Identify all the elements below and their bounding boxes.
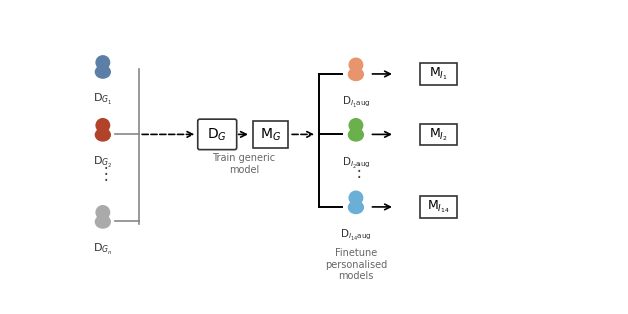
Ellipse shape <box>95 216 111 228</box>
Text: $\mathrm{D}_{G_2}$: $\mathrm{D}_{G_2}$ <box>93 155 112 170</box>
Text: $\mathrm{M}_{I_1}$: $\mathrm{M}_{I_1}$ <box>430 66 448 82</box>
Text: $\mathrm{D}_G$: $\mathrm{D}_G$ <box>207 126 227 143</box>
Ellipse shape <box>349 201 364 214</box>
Text: $\mathrm{M}_{I_{14}}$: $\mathrm{M}_{I_{14}}$ <box>427 199 450 215</box>
Text: Train generic
model: Train generic model <box>212 154 276 175</box>
Text: $\vdots$: $\vdots$ <box>350 161 362 180</box>
Text: $\vdots$: $\vdots$ <box>97 164 109 182</box>
Bar <box>420 123 457 145</box>
Circle shape <box>95 55 111 70</box>
Ellipse shape <box>349 68 364 80</box>
Ellipse shape <box>349 129 364 141</box>
Bar <box>253 121 288 148</box>
Ellipse shape <box>95 129 111 141</box>
Text: $\mathrm{M}_G$: $\mathrm{M}_G$ <box>260 126 281 143</box>
Circle shape <box>349 191 364 205</box>
Circle shape <box>349 57 364 72</box>
Bar <box>420 196 457 218</box>
Circle shape <box>95 205 111 220</box>
Text: $\mathrm{D}_{I_{14} \mathrm{aug}}$: $\mathrm{D}_{I_{14} \mathrm{aug}}$ <box>340 227 372 242</box>
Circle shape <box>349 118 364 133</box>
Bar <box>420 63 457 85</box>
Text: $\mathrm{D}_{I_2 \mathrm{aug}}$: $\mathrm{D}_{I_2 \mathrm{aug}}$ <box>342 155 371 170</box>
Text: Finetune
personalised
models: Finetune personalised models <box>325 248 387 281</box>
Text: $\mathrm{D}_{I_1 \mathrm{aug}}$: $\mathrm{D}_{I_1 \mathrm{aug}}$ <box>342 94 371 109</box>
Text: $\mathrm{D}_{G_n}$: $\mathrm{D}_{G_n}$ <box>93 242 112 257</box>
Text: $\mathrm{D}_{G_1}$: $\mathrm{D}_{G_1}$ <box>93 92 112 107</box>
Ellipse shape <box>95 66 111 78</box>
Text: $\mathrm{M}_{I_2}$: $\mathrm{M}_{I_2}$ <box>430 126 448 143</box>
Circle shape <box>95 118 111 133</box>
FancyBboxPatch shape <box>198 119 237 150</box>
